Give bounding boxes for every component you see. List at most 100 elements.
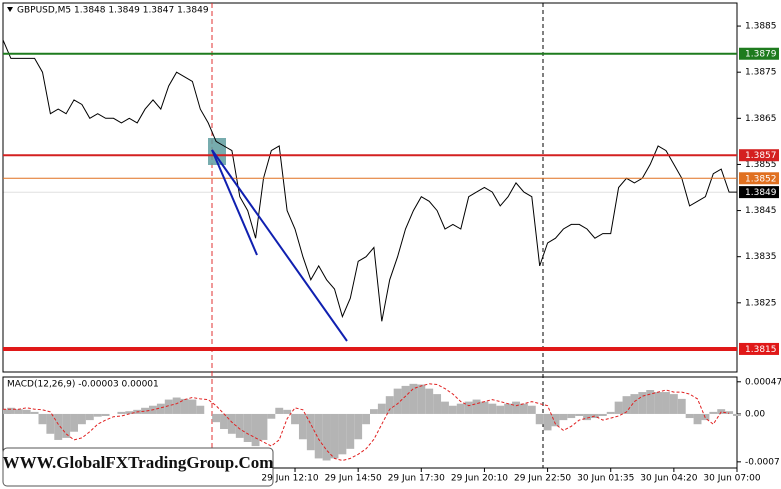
y-tick-label: 0.00047: [745, 377, 781, 387]
histogram-bar: [156, 403, 165, 414]
price-badge-label: 1.3852: [745, 174, 777, 184]
histogram-bar: [606, 411, 615, 414]
macd-title: MACD(12,26,9) -0.00003 0.00001: [7, 380, 159, 390]
histogram-bar: [370, 409, 378, 414]
histogram-bar: [354, 413, 363, 440]
histogram-bar: [22, 409, 31, 414]
trend-line: [211, 149, 348, 342]
histogram-bar: [425, 388, 434, 414]
y-tick-label: 1.3835: [745, 252, 777, 262]
histogram-bar: [14, 409, 23, 414]
y-tick-label: -0.0007: [745, 457, 780, 467]
price-badge-label: 1.3879: [745, 50, 777, 60]
signal-line: [3, 383, 730, 462]
histogram-bar: [196, 405, 205, 414]
histogram-bar: [693, 413, 702, 425]
histogram-bar: [393, 388, 402, 414]
y-tick-label: 1.3825: [745, 298, 777, 308]
x-tick-label: 29 Jun 22:50: [514, 474, 571, 484]
histogram-bar: [291, 413, 299, 425]
histogram-bar: [70, 413, 78, 432]
histogram-bar: [409, 383, 418, 414]
price-badge: [739, 149, 779, 162]
histogram-bar: [685, 413, 694, 419]
y-tick-label: 1.3865: [745, 114, 777, 124]
histogram-bar: [401, 385, 410, 414]
histogram-bar: [677, 398, 686, 414]
histogram-bar: [448, 405, 457, 414]
histogram-bar: [622, 396, 631, 414]
x-tick-label: 30 Jun 04:20: [640, 474, 697, 484]
histogram-bar: [662, 392, 670, 414]
histogram-bar: [6, 407, 15, 414]
histogram-bar: [575, 413, 584, 416]
histogram-bar: [306, 413, 315, 451]
histogram-bar: [322, 413, 331, 461]
histogram-bar: [298, 413, 307, 440]
y-tick-label: 1.3845: [745, 206, 777, 216]
data-layer: [2, 39, 741, 462]
histogram-bar: [54, 413, 63, 440]
x-tick-label: 29 Jun 20:10: [451, 474, 508, 484]
histogram-bar: [488, 403, 497, 414]
histogram-bar: [30, 411, 39, 414]
y-tick-label: 1.3885: [745, 22, 777, 32]
histogram-bar: [551, 413, 560, 427]
histogram-bar: [527, 405, 536, 414]
histogram-bar: [709, 411, 718, 414]
y-tick-label: 1.3855: [745, 160, 777, 170]
x-tick-label: 29 Jun 12:10: [261, 474, 318, 484]
histogram-bar: [314, 413, 323, 459]
histogram-bar: [496, 405, 505, 414]
histogram-bar: [243, 413, 252, 442]
histogram-bar: [583, 413, 591, 421]
histogram-bar: [227, 413, 236, 434]
histogram-bar: [38, 413, 47, 425]
histogram-bar: [101, 413, 110, 416]
price-badge: [739, 172, 779, 185]
y-tick-label: 0.00: [745, 409, 765, 419]
x-tick-label: 30 Jun 07:00: [703, 474, 760, 484]
histogram-bar: [543, 413, 552, 431]
histogram-bar: [164, 399, 173, 414]
price-badge: [739, 186, 779, 199]
histogram-bar: [669, 394, 678, 414]
histogram-bar: [559, 413, 568, 421]
price-badge: [739, 47, 779, 60]
watermark-box: [2, 447, 274, 487]
price-badge: [739, 342, 779, 355]
price-frame: [2, 2, 738, 373]
trend-line: [211, 149, 258, 256]
histogram-bar: [535, 413, 544, 425]
chart-title: GBPUSD,M5 1.3848 1.3849 1.3847 1.3849: [17, 6, 209, 16]
price-badge-label: 1.3857: [745, 151, 777, 161]
histogram-bar: [220, 413, 228, 429]
histogram-bar: [417, 384, 426, 414]
histogram-bar: [259, 413, 268, 440]
histogram-bar: [598, 413, 607, 416]
histogram-bar: [188, 399, 197, 414]
histogram-bar: [590, 413, 599, 419]
histogram-bar: [85, 413, 94, 421]
histogram-bar: [512, 401, 520, 414]
price-badge-label: 1.3815: [745, 345, 777, 355]
histogram-bar: [504, 403, 513, 414]
histogram-bar: [733, 413, 741, 416]
price-badge-label: 1.3849: [745, 188, 777, 198]
watermark: WWW.GlobalFXTradingGroup.Com: [3, 453, 274, 472]
histogram-bar: [519, 403, 528, 414]
histogram-bar: [456, 403, 465, 414]
histogram-bar: [654, 392, 663, 414]
histogram-bar: [385, 396, 394, 414]
histogram-bar: [93, 413, 102, 417]
histogram-bar: [77, 413, 86, 425]
histogram-bar: [346, 413, 355, 449]
histogram-bar: [377, 403, 386, 414]
histogram-bar: [480, 401, 489, 414]
histogram-bar: [646, 390, 655, 414]
x-tick-label: 29 Jun 17:30: [388, 474, 445, 484]
y-tick-label: 1.3875: [745, 68, 777, 78]
